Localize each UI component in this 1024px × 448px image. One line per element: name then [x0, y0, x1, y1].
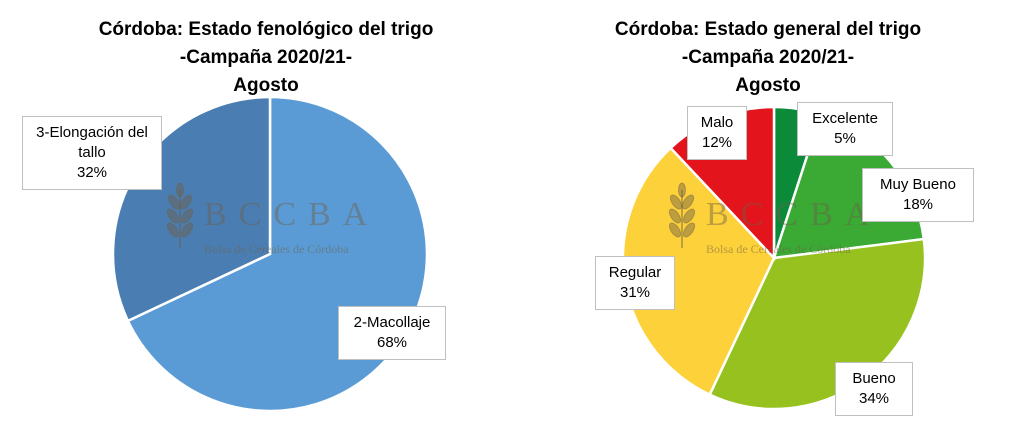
data-label-category: Muy Bueno — [880, 176, 956, 193]
data-label-percent: 34% — [858, 390, 890, 407]
data-label-category: 2-Macollaje — [353, 314, 431, 331]
data-label: Bueno 34% — [835, 362, 913, 416]
data-label-percent: 5% — [834, 130, 856, 147]
data-label-category: Excelente — [812, 110, 878, 127]
data-label-category: Regular — [608, 264, 662, 281]
chart-title-line-2: -Campaña 2020/21- — [681, 47, 855, 68]
data-label-percent: 68% — [376, 334, 408, 351]
data-label-percent: 32% — [76, 164, 108, 181]
pie-chart — [111, 95, 429, 413]
data-label: Regular 31% — [595, 256, 675, 310]
chart-title: Córdoba: Estado fenológico del trigo -Ca… — [0, 16, 532, 100]
chart-title-line-2: -Campaña 2020/21- — [179, 47, 353, 68]
chart-estado-general: Córdoba: Estado general del trigo -Campa… — [512, 0, 1024, 448]
data-label-percent: 31% — [619, 284, 651, 301]
chart-title: Córdoba: Estado general del trigo -Campa… — [512, 16, 1024, 100]
data-label-category: Malo — [700, 114, 734, 131]
chart-title-line-1: Córdoba: Estado fenológico del trigo — [98, 19, 434, 40]
data-label: Muy Bueno 18% — [862, 168, 974, 222]
data-label: 2-Macollaje 68% — [338, 306, 446, 360]
data-label: Excelente 5% — [797, 102, 893, 156]
pie-chart — [621, 105, 927, 411]
data-label-category: tallo — [78, 144, 106, 161]
data-label: 3-Elongación del tallo 32% — [22, 116, 162, 190]
chart-title-line-3: Agosto — [735, 75, 801, 96]
data-label-category: Bueno — [852, 370, 896, 387]
data-label-percent: 12% — [701, 134, 733, 151]
chart-title-line-1: Córdoba: Estado general del trigo — [614, 19, 922, 40]
chart-title-line-3: Agosto — [233, 75, 299, 96]
data-label-percent: 18% — [902, 196, 934, 213]
chart-fenologico: Córdoba: Estado fenológico del trigo -Ca… — [22, 19, 446, 413]
data-label-category: 3-Elongación del — [36, 124, 148, 141]
data-label: Malo 12% — [687, 106, 747, 160]
